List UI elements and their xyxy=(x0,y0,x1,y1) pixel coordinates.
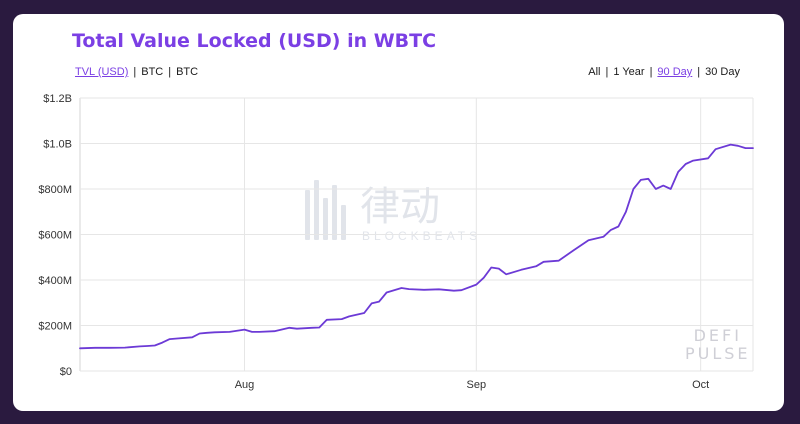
chart-card: Total Value Locked (USD) in WBTC TVL (US… xyxy=(13,14,784,411)
range-tabs: All | 1 Year | 90 Day | 30 Day xyxy=(588,66,740,78)
y-tick-label: $1.2B xyxy=(43,93,72,105)
blockbeats-watermark: 律动 BLOCKBEATS xyxy=(305,174,505,249)
blockbeats-en-text: BLOCKBEATS xyxy=(362,229,482,243)
blockbeats-cn-text: 律动 xyxy=(360,184,440,230)
tab-btc-2[interactable]: BTC xyxy=(176,66,199,78)
defi-pulse-watermark: DEFI PULSE xyxy=(685,327,751,363)
range-1-year[interactable]: 1 Year xyxy=(613,66,645,78)
tab-tvl-usd[interactable]: TVL (USD) xyxy=(75,66,129,78)
range-90-day[interactable]: 90 Day xyxy=(657,66,693,78)
x-tick-label: Sep xyxy=(467,379,487,391)
y-tick-label: $600M xyxy=(38,230,72,242)
x-tick-label: Oct xyxy=(692,379,709,391)
defi-pulse-line1: DEFI xyxy=(693,326,742,345)
x-tick-label: Aug xyxy=(235,379,255,391)
tab-separator: | xyxy=(133,66,137,78)
range-all[interactable]: All xyxy=(588,66,601,78)
tab-separator: | xyxy=(649,66,653,78)
defi-pulse-line2: PULSE xyxy=(685,344,751,363)
tab-separator: | xyxy=(697,66,701,78)
y-tick-label: $1.0B xyxy=(43,139,72,151)
tab-separator: | xyxy=(168,66,172,78)
tvl-line-chart: $0 $200M $400M $600M $800M $1.0B $1.2B Aug Sep Oc… xyxy=(38,93,754,391)
y-tick-label: $0 xyxy=(60,366,72,378)
range-30-day[interactable]: 30 Day xyxy=(705,66,740,78)
y-tick-label: $800M xyxy=(38,184,72,196)
tab-btc[interactable]: BTC xyxy=(141,66,164,78)
y-tick-label: $400M xyxy=(38,275,72,287)
tab-separator: | xyxy=(605,66,609,78)
y-tick-label: $200M xyxy=(38,321,72,333)
metric-tabs: TVL (USD) | BTC | BTC xyxy=(75,66,198,78)
tvl-series-line xyxy=(79,143,754,350)
chart-title: Total Value Locked (USD) in WBTC xyxy=(72,30,437,52)
